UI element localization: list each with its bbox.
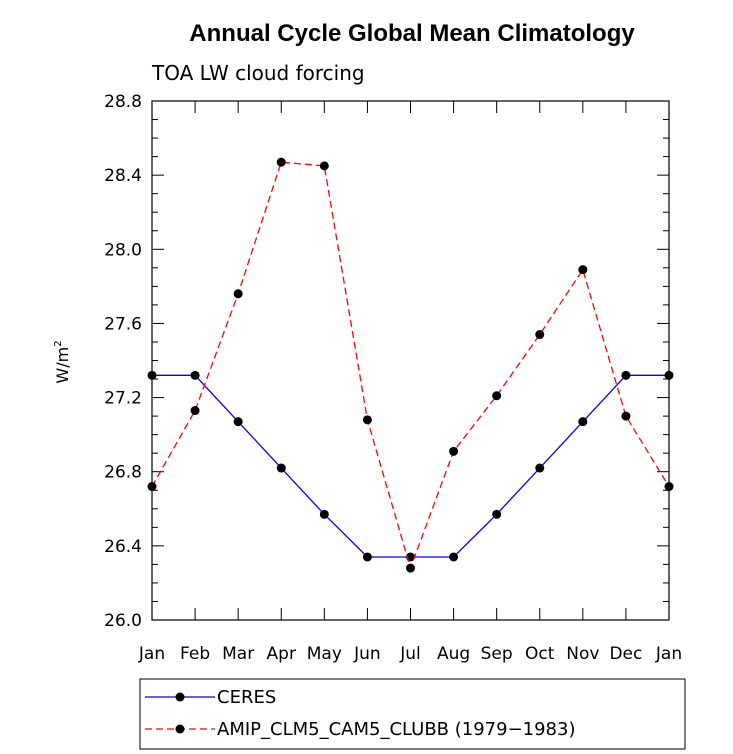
- legend-label: CERES: [217, 687, 276, 708]
- legend-entry: AMIP_CLM5_CAM5_CLUBB (1979−1983): [145, 719, 576, 740]
- data-point: [664, 482, 674, 492]
- y-tick-label: 28.4: [104, 166, 142, 186]
- x-tick-label: Jan: [655, 644, 682, 664]
- y-tick-label: 26.0: [104, 611, 142, 631]
- data-point: [147, 370, 157, 380]
- chart-title: Annual Cycle Global Mean Climatology: [189, 20, 635, 47]
- data-point: [406, 563, 415, 573]
- y-axis-label-superscript: 2: [53, 340, 64, 346]
- data-point: [147, 482, 157, 492]
- x-tick-label: Aug: [437, 644, 470, 664]
- data-point: [621, 411, 631, 421]
- x-tick-label: Jun: [353, 644, 381, 664]
- y-axis-label-text: W/m: [53, 347, 72, 384]
- legend-entry: CERES: [145, 687, 276, 708]
- y-axis-label: W/m2: [53, 340, 72, 383]
- y-tick-label: 28.8: [104, 92, 142, 112]
- data-point: [233, 417, 243, 427]
- series-line: [151, 161, 670, 571]
- y-tick-label: 27.6: [104, 314, 142, 334]
- data-point: [664, 370, 674, 380]
- data-point: [362, 415, 372, 425]
- data-point: [276, 157, 286, 167]
- data-point: [492, 509, 502, 519]
- data-point: [190, 406, 200, 416]
- y-tick-labels: 26.0 26.4 26.8 27.2 27.6 28.0 28.4 28.8: [104, 92, 142, 631]
- data-point: [319, 509, 329, 519]
- y-tick-label: 26.4: [104, 537, 142, 557]
- legend-box: [139, 678, 686, 750]
- x-tick-label: Apr: [267, 644, 296, 664]
- series-ceres: [147, 370, 674, 562]
- x-tick-labels: Jan Feb Mar Apr May Jun Jul Aug Sep Oct Nov Dec Jan: [138, 644, 682, 664]
- data-point: [362, 552, 372, 562]
- series-amip: [147, 157, 674, 573]
- y-tick-label: 26.8: [104, 463, 142, 483]
- x-tick-label: Dec: [609, 644, 642, 664]
- y-tick-label: 28.0: [104, 240, 142, 260]
- series-layer: [147, 157, 674, 573]
- series-line: [152, 374, 669, 558]
- legend-marker: [175, 724, 185, 734]
- data-point: [449, 446, 459, 456]
- x-tick-label: Nov: [566, 644, 599, 664]
- x-tick-label: May: [307, 644, 342, 664]
- plot-frame: [151, 100, 670, 621]
- svg-text:W/m2: W/m2: [53, 340, 72, 383]
- x-tick-label: Mar: [222, 644, 254, 664]
- data-point: [190, 370, 200, 380]
- legend-label: AMIP_CLM5_CAM5_CLUBB (1979−1983): [217, 719, 576, 740]
- x-tick-label: Jan: [138, 644, 165, 664]
- data-point: [233, 289, 243, 299]
- data-point: [578, 417, 588, 427]
- data-point: [449, 552, 459, 562]
- data-point: [492, 391, 502, 401]
- legend: CERES AMIP_CLM5_CAM5_CLUBB (1979−1983): [139, 678, 686, 750]
- data-point: [535, 463, 545, 473]
- axis-ticks: [151, 100, 670, 621]
- x-tick-label: Feb: [180, 644, 210, 664]
- y-tick-label: 27.2: [104, 389, 142, 409]
- x-tick-label: Oct: [525, 644, 555, 664]
- x-tick-label: Jul: [399, 644, 421, 664]
- data-point: [535, 330, 545, 340]
- data-point: [276, 463, 286, 473]
- legend-marker: [175, 692, 185, 702]
- x-tick-label: Sep: [481, 644, 513, 664]
- data-point: [578, 265, 588, 275]
- data-point: [621, 370, 631, 380]
- data-point: [319, 161, 329, 171]
- chart-subtitle: TOA LW cloud forcing: [151, 61, 365, 85]
